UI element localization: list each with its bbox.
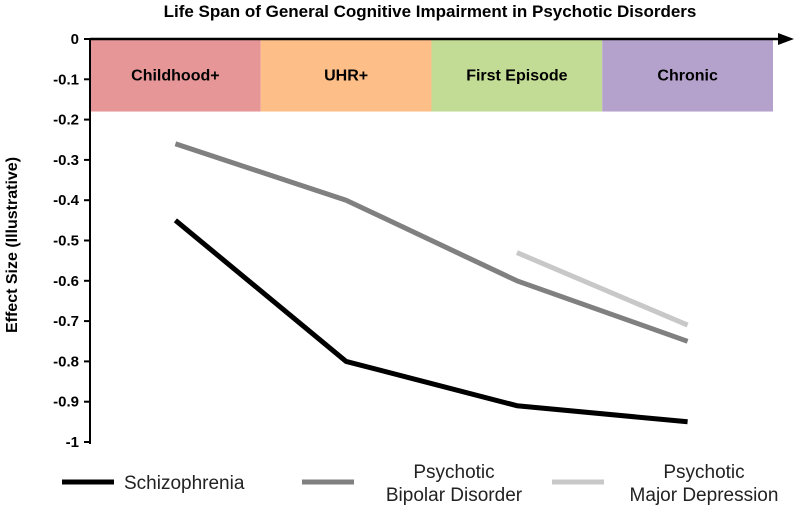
series-line: [173, 218, 688, 425]
phase-band: [431, 39, 603, 112]
y-tick-label: 0: [71, 31, 79, 48]
y-tick-label: -0.4: [53, 192, 80, 209]
phase-label: UHR+: [324, 67, 368, 84]
phase-label: Chronic: [657, 67, 718, 84]
y-tick-label: -0.2: [53, 112, 79, 129]
series-line: [515, 250, 689, 328]
phase-label: Childhood+: [131, 67, 219, 84]
series-lines: [173, 141, 689, 425]
y-tick-label: -0.1: [53, 71, 79, 88]
y-tick-label: -0.5: [53, 233, 79, 250]
phase-band: [602, 39, 773, 112]
y-tick-label: -0.3: [53, 152, 79, 169]
legend-label: Psychotic Bipolar Disorder: [386, 462, 523, 506]
phase-bands: Childhood+ UHR+ First Episode Chronic: [90, 39, 773, 112]
y-tick-label: -0.6: [53, 273, 79, 290]
y-axis-label: Effect Size (Illustrative): [4, 157, 21, 333]
chart-title: Life Span of General Cognitive Impairmen…: [164, 2, 697, 21]
phase-label: First Episode: [466, 67, 567, 84]
legend-label: Psychotic Major Depression: [630, 462, 779, 506]
legend: Schizophrenia Psychotic Bipolar Disorder Ps…: [62, 462, 778, 506]
y-tick-label: -0.9: [53, 394, 79, 411]
phase-band: [260, 39, 432, 112]
x-axis-arrow: [778, 33, 794, 45]
phase-band: [90, 39, 261, 112]
y-tick-label: -1: [66, 434, 79, 451]
y-tick-label: -0.8: [53, 353, 79, 370]
series-line: [174, 141, 689, 344]
legend-label: Schizophrenia: [124, 473, 245, 494]
y-axis: 0 -0.1 -0.2 -0.3 -0.4 -0.5 -0.6 -0.7 -0.8 -0.9 -1: [53, 31, 794, 451]
y-tick-label: -0.7: [53, 313, 79, 330]
